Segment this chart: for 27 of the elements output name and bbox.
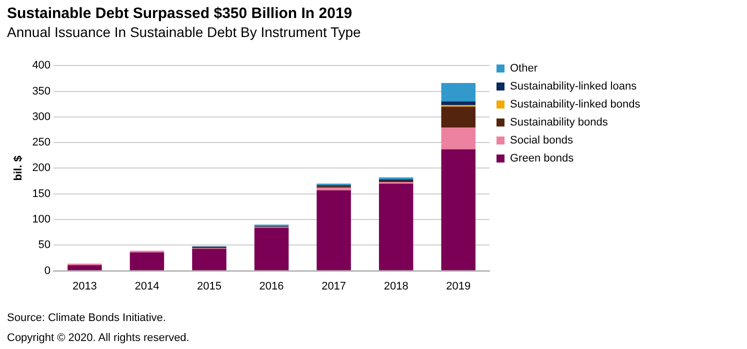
x-tick-label: 2018 [384,280,408,292]
x-tick-label: 2013 [72,280,97,292]
legend-label: Sustainability bonds [510,116,608,129]
y-tick-label: 300 [32,110,51,123]
x-tick-label: 2014 [134,280,160,292]
y-tick-label: 0 [44,264,51,277]
x-tick-label: 2016 [259,280,284,292]
y-tick-label: 350 [32,85,51,98]
y-tick-label: 150 [32,188,51,200]
text: Copyright © 2020. All rights reserved. [7,331,190,346]
y-tick-label: 50 [38,239,51,252]
y-tick-label: 100 [32,214,51,226]
x-tick-label: 2019 [446,280,471,292]
y-tick-label: 250 [32,136,51,149]
x-tick-label: 2015 [197,280,222,292]
y-tick-label: 200 [32,162,51,174]
y-tick-label: 400 [32,60,51,72]
chart-title: Sustainable Debt Surpassed $350 Billion In 2019 [7,5,352,22]
legend-label: Other [510,62,538,75]
chart-subtitle: Annual Issuance In Sustainable Debt By Instrument Type [7,24,361,40]
legend-label: Sustainability-linked bonds [510,98,641,111]
y-axis-title: bil. $ [12,156,25,181]
x-tick-label: 2017 [322,280,346,292]
source-note: Source: Climate Bonds Initiative. [7,311,167,326]
legend-label: Sustainability-linked loans [510,80,638,93]
legend-label: Social bonds [510,134,574,147]
legend-label: Green bonds [510,152,574,165]
